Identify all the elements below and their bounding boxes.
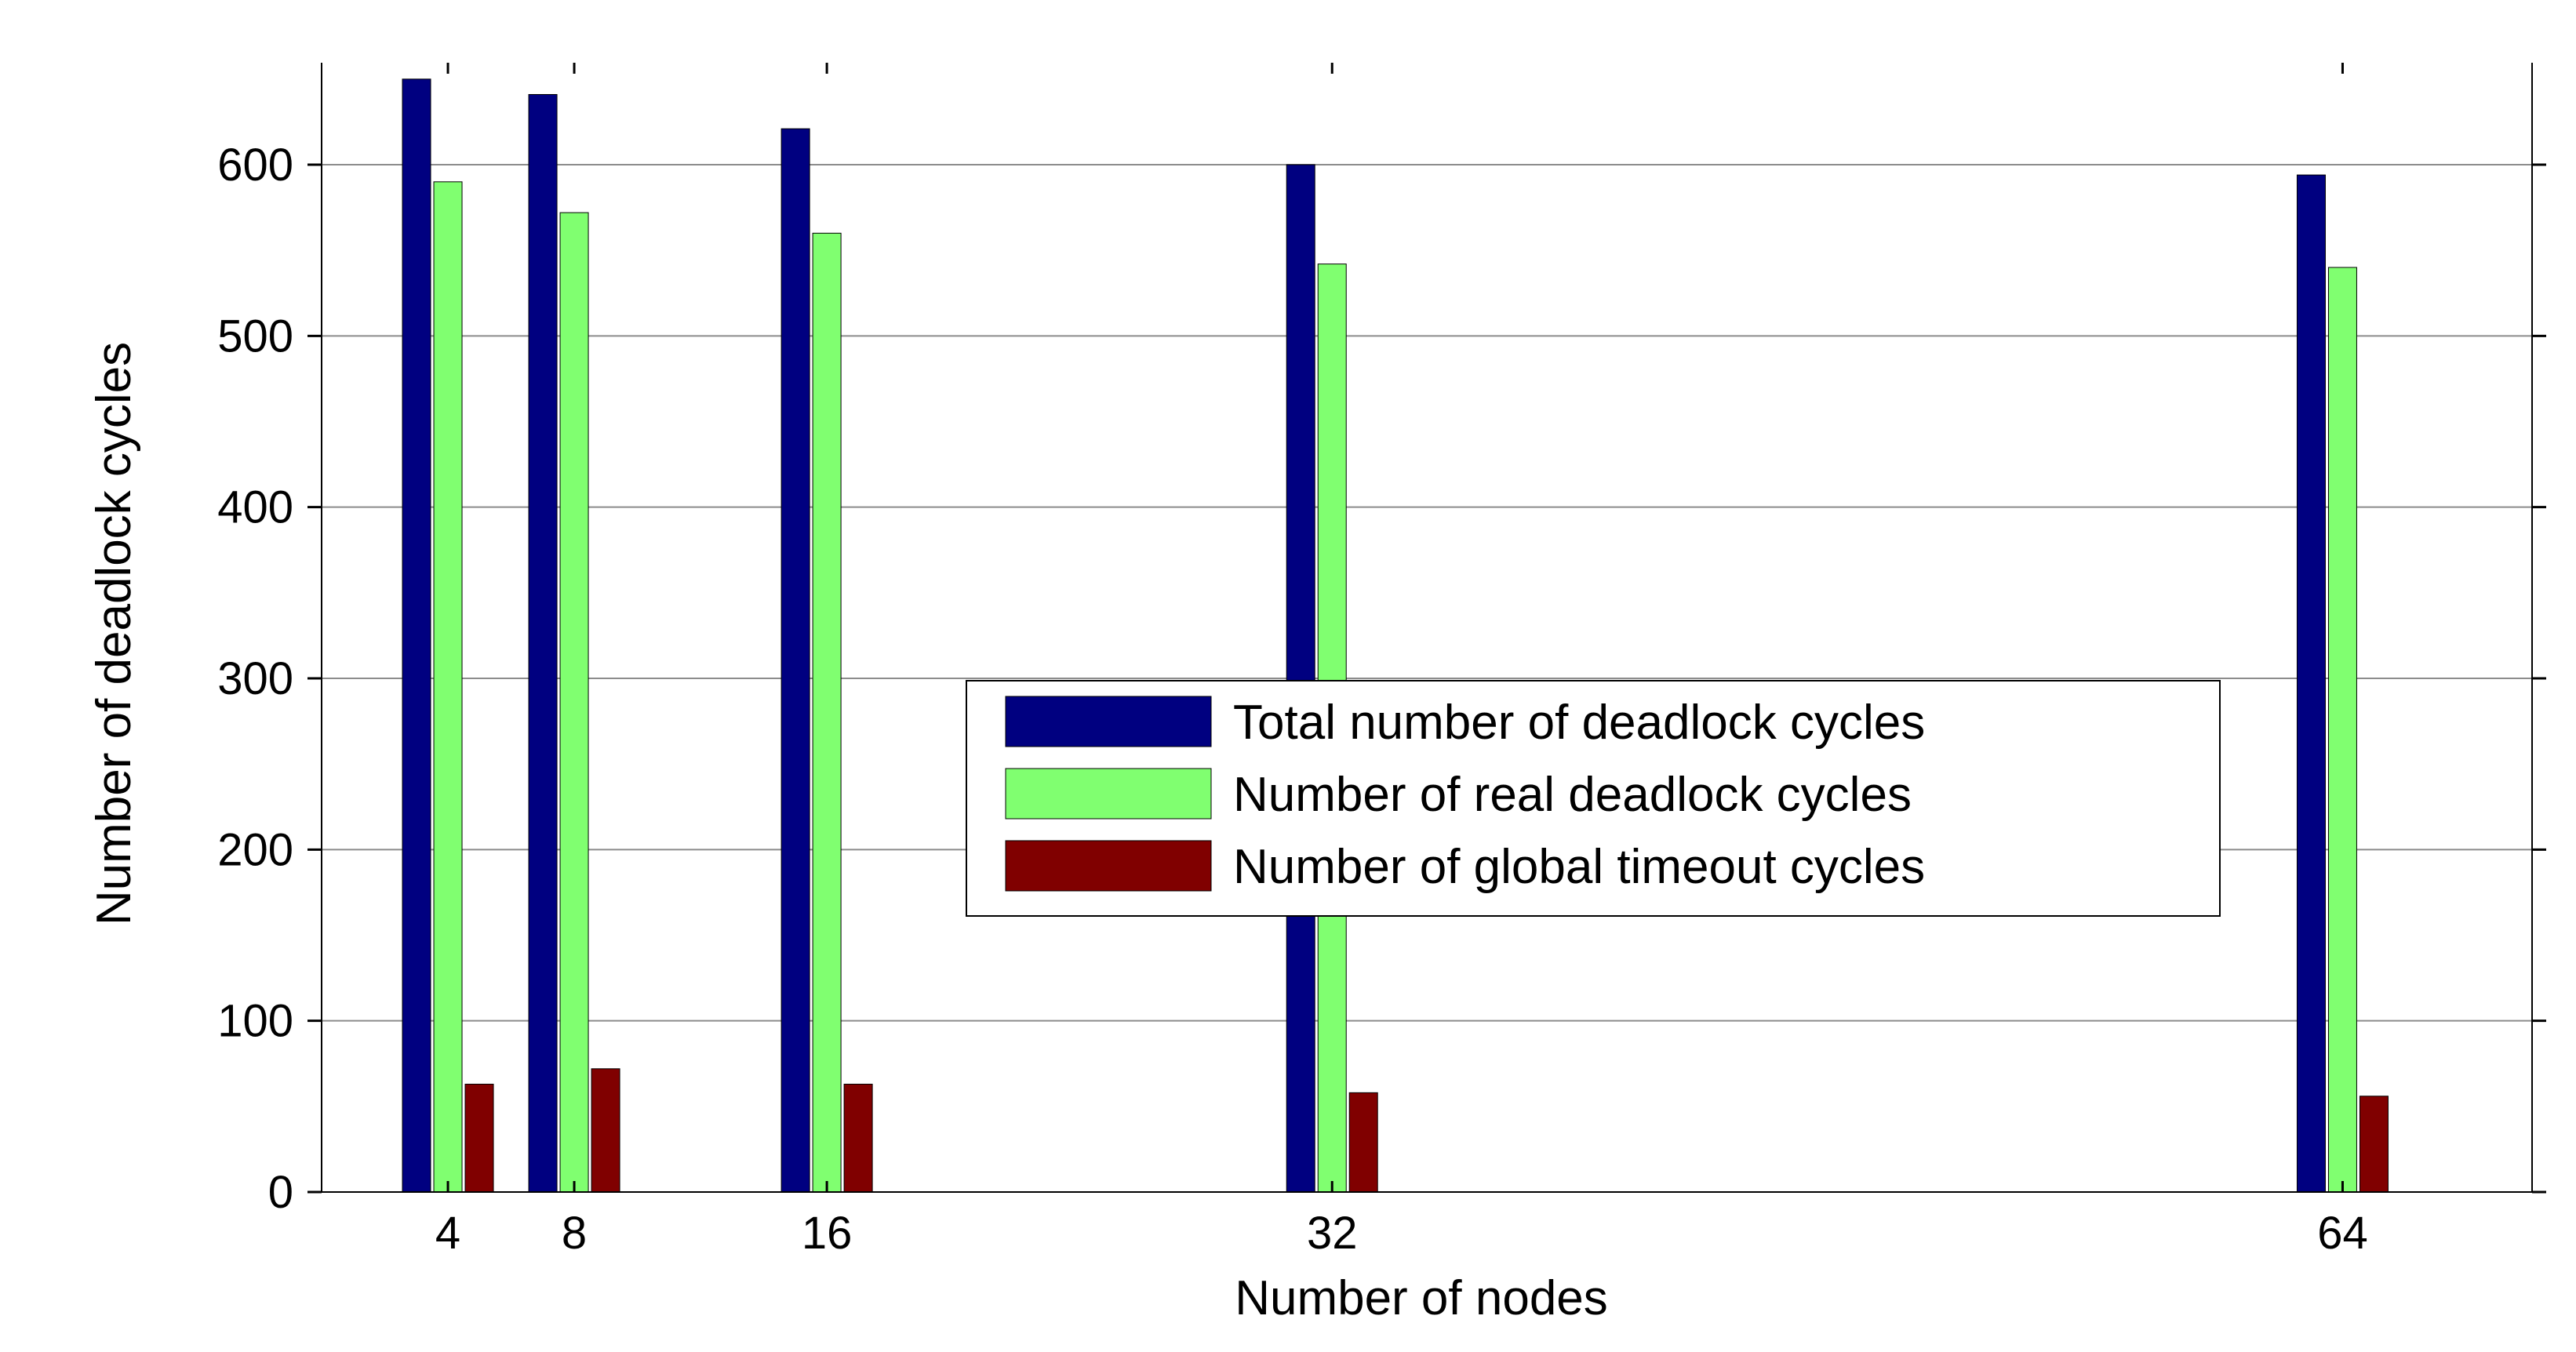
axes-frame	[321, 63, 2533, 1193]
bar-series-0-x-8	[528, 93, 558, 1193]
x-tick-label-64: 64	[2317, 1208, 2368, 1259]
x-tick-label-16: 16	[802, 1208, 853, 1259]
bar-series-2-x-16	[843, 1083, 873, 1193]
bar-series-1-x-16	[812, 232, 842, 1193]
legend-label-global-timeout: Number of global timeout cycles	[1233, 840, 1925, 894]
legend-label-total: Total number of deadlock cycles	[1233, 696, 1925, 750]
bar-series-0-x-4	[402, 78, 431, 1193]
bar-series-0-x-16	[780, 128, 810, 1193]
x-axis-title: Number of nodes	[1235, 1271, 1608, 1325]
bar-series-1-x-64	[2327, 267, 2357, 1193]
x-tick-label-32: 32	[1307, 1208, 1358, 1259]
legend-swatch-global-timeout	[1005, 840, 1212, 892]
bar-series-2-x-64	[2359, 1096, 2389, 1193]
y-tick-label-400: 400	[217, 482, 293, 533]
x-axis-ticks: 4 8 16 32 64	[435, 63, 2368, 1259]
legend: Total number of deadlock cycles Number o…	[966, 680, 2221, 917]
bar-series-2-x-8	[591, 1068, 620, 1193]
y-tick-label-300: 300	[217, 653, 293, 704]
legend-entry-real: Number of real deadlock cycles	[1005, 768, 1912, 822]
x-tick-label-4: 4	[435, 1208, 460, 1259]
y-axis-ticks: 0 100 200 300 400 500 600	[217, 140, 2546, 1218]
legend-swatch-total	[1005, 696, 1212, 747]
bar-series-0-x-64	[2296, 174, 2326, 1193]
x-tick-label-8: 8	[562, 1208, 587, 1259]
legend-entry-global-timeout: Number of global timeout cycles	[1005, 840, 1925, 894]
y-tick-label-100: 100	[217, 996, 293, 1047]
y-axis-title: Number of deadlock cycles	[87, 342, 141, 925]
legend-label-real: Number of real deadlock cycles	[1233, 768, 1912, 822]
legend-entry-total: Total number of deadlock cycles	[1005, 696, 1925, 750]
bar-series-0-x-32	[1286, 164, 1315, 1193]
y-tick-label-0: 0	[268, 1167, 293, 1218]
bars	[402, 78, 2389, 1193]
y-tick-label-600: 600	[217, 140, 293, 191]
bar-series-2-x-4	[464, 1083, 494, 1193]
bar-series-1-x-8	[559, 212, 589, 1193]
bar-series-2-x-32	[1348, 1092, 1378, 1193]
legend-swatch-real	[1005, 768, 1212, 820]
y-tick-label-500: 500	[217, 311, 293, 362]
y-tick-label-200: 200	[217, 824, 293, 875]
bar-series-1-x-4	[433, 181, 463, 1193]
gridlines	[322, 164, 2532, 1022]
